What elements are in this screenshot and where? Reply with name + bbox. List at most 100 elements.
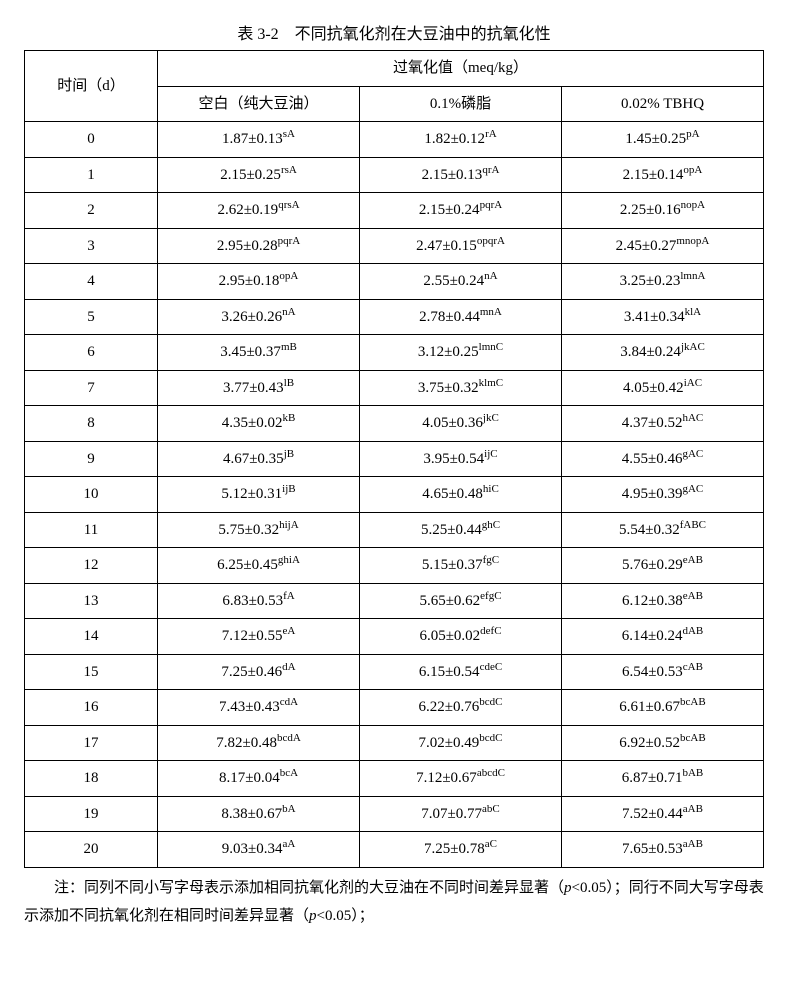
cell-phospholipid: 4.65±0.48hiC <box>360 477 562 513</box>
cell-tbhq: 4.37±0.52hAC <box>562 406 764 442</box>
cell-tbhq: 6.61±0.67bcAB <box>562 690 764 726</box>
cell-time: 15 <box>25 654 158 690</box>
cell-time: 11 <box>25 512 158 548</box>
table-row: 177.82±0.48bcdA7.02±0.49bcdC6.92±0.52bcA… <box>25 725 764 761</box>
table-row: 42.95±0.18opA2.55±0.24nA3.25±0.23lmnA <box>25 264 764 300</box>
header-col-tbhq: 0.02% TBHQ <box>562 86 764 122</box>
cell-tbhq: 3.25±0.23lmnA <box>562 264 764 300</box>
cell-phospholipid: 3.95±0.54ijC <box>360 441 562 477</box>
cell-tbhq: 5.76±0.29eAB <box>562 548 764 584</box>
cell-phospholipid: 2.15±0.13qrA <box>360 157 562 193</box>
cell-blank: 1.87±0.13sA <box>158 122 360 158</box>
cell-blank: 3.45±0.37mB <box>158 335 360 371</box>
cell-tbhq: 4.55±0.46gAC <box>562 441 764 477</box>
cell-time: 3 <box>25 228 158 264</box>
header-group: 过氧化值（meq/kg） <box>158 51 764 87</box>
cell-time: 0 <box>25 122 158 158</box>
cell-blank: 7.12±0.55eA <box>158 619 360 655</box>
cell-blank: 6.25±0.45ghiA <box>158 548 360 584</box>
header-col-blank: 空白（纯大豆油） <box>158 86 360 122</box>
cell-tbhq: 2.45±0.27mnopA <box>562 228 764 264</box>
cell-blank: 7.82±0.48bcdA <box>158 725 360 761</box>
cell-phospholipid: 2.47±0.15opqrA <box>360 228 562 264</box>
header-col-phospholipid: 0.1%磷脂 <box>360 86 562 122</box>
cell-time: 17 <box>25 725 158 761</box>
table-row: 147.12±0.55eA6.05±0.02defC6.14±0.24dAB <box>25 619 764 655</box>
cell-phospholipid: 5.65±0.62efgC <box>360 583 562 619</box>
cell-time: 12 <box>25 548 158 584</box>
cell-blank: 7.25±0.46dA <box>158 654 360 690</box>
cell-blank: 2.95±0.28pqrA <box>158 228 360 264</box>
table-row: 167.43±0.43cdA6.22±0.76bcdC6.61±0.67bcAB <box>25 690 764 726</box>
cell-phospholipid: 3.12±0.25lmnC <box>360 335 562 371</box>
cell-tbhq: 7.65±0.53aAB <box>562 832 764 868</box>
cell-time: 7 <box>25 370 158 406</box>
table-row: 136.83±0.53fA5.65±0.62efgC6.12±0.38eAB <box>25 583 764 619</box>
cell-time: 6 <box>25 335 158 371</box>
cell-tbhq: 2.15±0.14opA <box>562 157 764 193</box>
cell-time: 20 <box>25 832 158 868</box>
cell-tbhq: 2.25±0.16nopA <box>562 193 764 229</box>
cell-tbhq: 6.92±0.52bcAB <box>562 725 764 761</box>
cell-blank: 4.67±0.35jB <box>158 441 360 477</box>
table-row: 73.77±0.43lB3.75±0.32klmC4.05±0.42iAC <box>25 370 764 406</box>
cell-time: 5 <box>25 299 158 335</box>
table-footnote: 注：同列不同小写字母表示添加相同抗氧化剂的大豆油在不同时间差异显著（p<0.05… <box>24 874 764 931</box>
table-row: 188.17±0.04bcA7.12±0.67abcdC6.87±0.71bAB <box>25 761 764 797</box>
cell-time: 8 <box>25 406 158 442</box>
table-row: 01.87±0.13sA1.82±0.12rA1.45±0.25pA <box>25 122 764 158</box>
table-row: 115.75±0.32hijA5.25±0.44ghC5.54±0.32fABC <box>25 512 764 548</box>
table-row: 157.25±0.46dA6.15±0.54cdeC6.54±0.53cAB <box>25 654 764 690</box>
header-row-1: 时间（d） 过氧化值（meq/kg） <box>25 51 764 87</box>
footnote-p1: p <box>564 880 572 896</box>
cell-tbhq: 7.52±0.44aAB <box>562 796 764 832</box>
cell-phospholipid: 6.22±0.76bcdC <box>360 690 562 726</box>
table-row: 22.62±0.19qrsA2.15±0.24pqrA2.25±0.16nopA <box>25 193 764 229</box>
cell-blank: 2.95±0.18opA <box>158 264 360 300</box>
cell-phospholipid: 2.78±0.44mnA <box>360 299 562 335</box>
cell-phospholipid: 4.05±0.36jkC <box>360 406 562 442</box>
cell-time: 14 <box>25 619 158 655</box>
cell-phospholipid: 2.15±0.24pqrA <box>360 193 562 229</box>
cell-phospholipid: 6.05±0.02defC <box>360 619 562 655</box>
cell-blank: 6.83±0.53fA <box>158 583 360 619</box>
cell-tbhq: 6.87±0.71bAB <box>562 761 764 797</box>
cell-blank: 7.43±0.43cdA <box>158 690 360 726</box>
table-row: 198.38±0.67bA7.07±0.77abC7.52±0.44aAB <box>25 796 764 832</box>
cell-tbhq: 5.54±0.32fABC <box>562 512 764 548</box>
footnote-p2: p <box>309 908 317 924</box>
cell-blank: 8.38±0.67bA <box>158 796 360 832</box>
cell-phospholipid: 3.75±0.32klmC <box>360 370 562 406</box>
table-body: 01.87±0.13sA1.82±0.12rA1.45±0.25pA12.15±… <box>25 122 764 868</box>
cell-blank: 5.75±0.32hijA <box>158 512 360 548</box>
table-row: 105.12±0.31ijB4.65±0.48hiC4.95±0.39gAC <box>25 477 764 513</box>
cell-blank: 3.26±0.26nA <box>158 299 360 335</box>
cell-time: 16 <box>25 690 158 726</box>
table-row: 84.35±0.02kB4.05±0.36jkC4.37±0.52hAC <box>25 406 764 442</box>
cell-tbhq: 4.05±0.42iAC <box>562 370 764 406</box>
table-row: 63.45±0.37mB3.12±0.25lmnC3.84±0.24jkAC <box>25 335 764 371</box>
cell-time: 18 <box>25 761 158 797</box>
cell-phospholipid: 2.55±0.24nA <box>360 264 562 300</box>
header-time: 时间（d） <box>25 51 158 122</box>
cell-phospholipid: 7.12±0.67abcdC <box>360 761 562 797</box>
cell-phospholipid: 6.15±0.54cdeC <box>360 654 562 690</box>
cell-tbhq: 3.41±0.34klA <box>562 299 764 335</box>
cell-tbhq: 6.12±0.38eAB <box>562 583 764 619</box>
cell-phospholipid: 5.15±0.37fgC <box>360 548 562 584</box>
cell-tbhq: 6.54±0.53cAB <box>562 654 764 690</box>
cell-tbhq: 1.45±0.25pA <box>562 122 764 158</box>
cell-phospholipid: 7.02±0.49bcdC <box>360 725 562 761</box>
table-row: 94.67±0.35jB3.95±0.54ijC4.55±0.46gAC <box>25 441 764 477</box>
cell-blank: 2.62±0.19qrsA <box>158 193 360 229</box>
cell-phospholipid: 7.25±0.78aC <box>360 832 562 868</box>
cell-phospholipid: 1.82±0.12rA <box>360 122 562 158</box>
cell-time: 2 <box>25 193 158 229</box>
footnote-prefix: 注：同列不同小写字母表示添加相同抗氧化剂的大豆油在不同时间差异显著（ <box>54 880 564 896</box>
cell-time: 9 <box>25 441 158 477</box>
cell-time: 13 <box>25 583 158 619</box>
cell-blank: 2.15±0.25rsA <box>158 157 360 193</box>
cell-blank: 9.03±0.34aA <box>158 832 360 868</box>
table-row: 209.03±0.34aA7.25±0.78aC7.65±0.53aAB <box>25 832 764 868</box>
cell-time: 4 <box>25 264 158 300</box>
